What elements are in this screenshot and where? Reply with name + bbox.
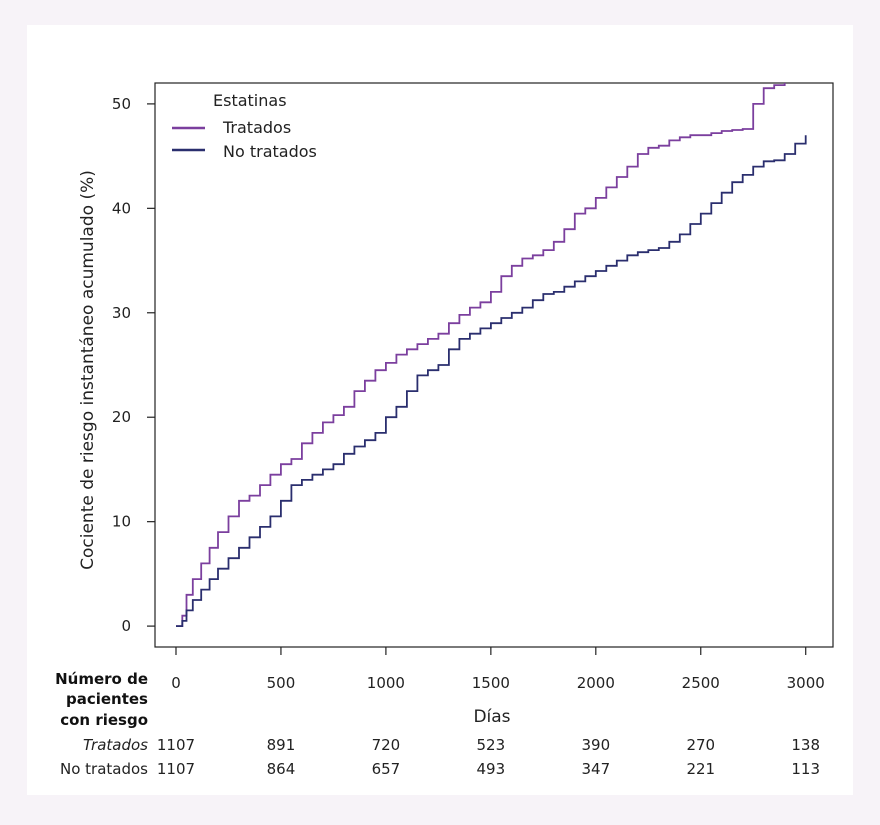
- x-tick-label-3000: 3000: [787, 674, 825, 692]
- legend-title: Estatinas: [213, 91, 287, 110]
- x-tick-label-0: 0: [171, 674, 181, 692]
- legend-label-tratados: Tratados: [222, 118, 291, 137]
- risk-value: 113: [791, 760, 820, 778]
- risk-value: 1107: [157, 736, 195, 754]
- risk-value: 1107: [157, 760, 195, 778]
- y-axis-title: Cociente de riesgo instantáneo acumulado…: [78, 170, 98, 570]
- risk-header-line-1: Número de: [55, 670, 148, 688]
- series-line-no-tratados: [176, 135, 807, 627]
- legend-label-no-tratados: No tratados: [223, 142, 317, 161]
- risk-value: 347: [581, 760, 610, 778]
- x-tick-label-1500: 1500: [472, 674, 510, 692]
- x-axis-title: Días: [473, 707, 510, 727]
- chart-card: [27, 25, 853, 795]
- risk-value: 493: [477, 760, 506, 778]
- x-axis: 0 500 1000 1500 2000 2500 3000: [171, 647, 825, 692]
- risk-value: 523: [477, 736, 506, 754]
- legend: Estatinas Tratados No tratados: [172, 91, 317, 161]
- series-line-tratados: [176, 83, 786, 627]
- risk-row-label-no-tratados: No tratados: [60, 760, 148, 778]
- risk-table: Número de pacientes con riesgo Tratados …: [55, 670, 820, 778]
- risk-value: 657: [372, 760, 401, 778]
- plot-frame: [154, 82, 834, 648]
- risk-value: 138: [791, 736, 820, 754]
- y-tick-label-20: 20: [112, 408, 131, 426]
- risk-value: 390: [581, 736, 610, 754]
- y-tick-label-30: 30: [112, 304, 131, 322]
- risk-header-line-2: pacientes: [66, 690, 148, 708]
- x-tick-label-2500: 2500: [682, 674, 720, 692]
- risk-row-label-tratados: Tratados: [83, 736, 148, 754]
- risk-value: 720: [372, 736, 401, 754]
- x-tick-label-500: 500: [267, 674, 296, 692]
- risk-value: 891: [267, 736, 296, 754]
- y-tick-label-40: 40: [112, 199, 131, 217]
- x-tick-label-1000: 1000: [367, 674, 405, 692]
- x-tick-label-2000: 2000: [577, 674, 615, 692]
- risk-header-line-3: con riesgo: [60, 711, 148, 729]
- risk-value: 221: [686, 760, 715, 778]
- y-axis: 0 10 20 30 40 50: [112, 95, 155, 635]
- y-tick-label-50: 50: [112, 95, 131, 113]
- risk-value: 864: [267, 760, 296, 778]
- risk-value: 270: [686, 736, 715, 754]
- y-tick-label-10: 10: [112, 513, 131, 531]
- risk-values: 1107 891 720 523 390 270 138 1107 864 657 493 347 22…: [157, 736, 820, 778]
- series-layer: [176, 83, 807, 627]
- y-tick-label-0: 0: [121, 617, 131, 635]
